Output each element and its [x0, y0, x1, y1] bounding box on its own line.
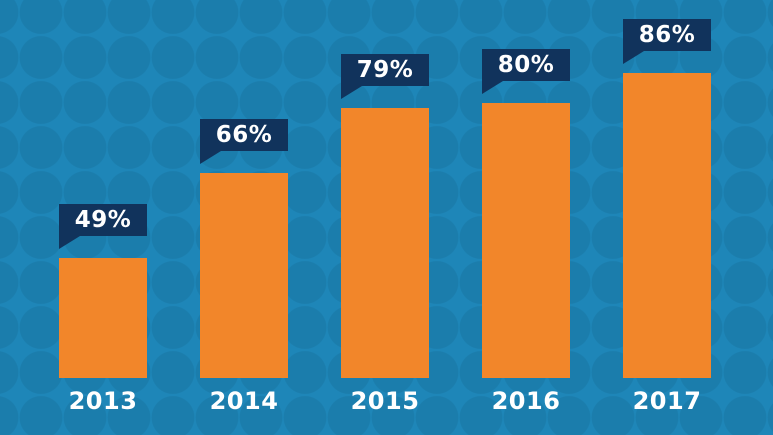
- chart-column-2013: 49% 2013: [59, 204, 147, 435]
- x-axis-label: 2013: [68, 386, 138, 415]
- value-callout: 79%: [341, 54, 429, 99]
- value-callout: 66%: [200, 119, 288, 164]
- value-label: 86%: [638, 22, 696, 48]
- bar-2017: [623, 73, 711, 378]
- value-label: 80%: [497, 52, 555, 78]
- chart-column-2016: 80% 2016: [482, 49, 570, 435]
- chart-column-2015: 79% 2015: [341, 54, 429, 435]
- callout-tail: [59, 236, 80, 249]
- x-axis-label: 2016: [491, 386, 561, 415]
- x-axis-label: 2017: [632, 386, 702, 415]
- bar-2014: [200, 173, 288, 378]
- bar-2013: [59, 258, 147, 378]
- value-label: 66%: [215, 122, 273, 148]
- bar-2015: [341, 108, 429, 378]
- value-label: 79%: [356, 57, 414, 83]
- callout-tail: [200, 151, 221, 164]
- value-callout: 86%: [623, 19, 711, 64]
- callout-tail: [341, 86, 362, 99]
- callout-tail: [623, 51, 644, 64]
- bar-chart: 49% 2013 66% 2014 79% 2015 80% 2016 86% 2017: [59, 19, 711, 435]
- bar-2016: [482, 103, 570, 378]
- chart-column-2017: 86% 2017: [623, 19, 711, 435]
- callout-tail: [482, 81, 503, 94]
- x-axis-label: 2015: [350, 386, 420, 415]
- x-axis-label: 2014: [209, 386, 279, 415]
- value-label: 49%: [74, 207, 132, 233]
- value-callout: 80%: [482, 49, 570, 94]
- chart-column-2014: 66% 2014: [200, 119, 288, 435]
- value-callout: 49%: [59, 204, 147, 249]
